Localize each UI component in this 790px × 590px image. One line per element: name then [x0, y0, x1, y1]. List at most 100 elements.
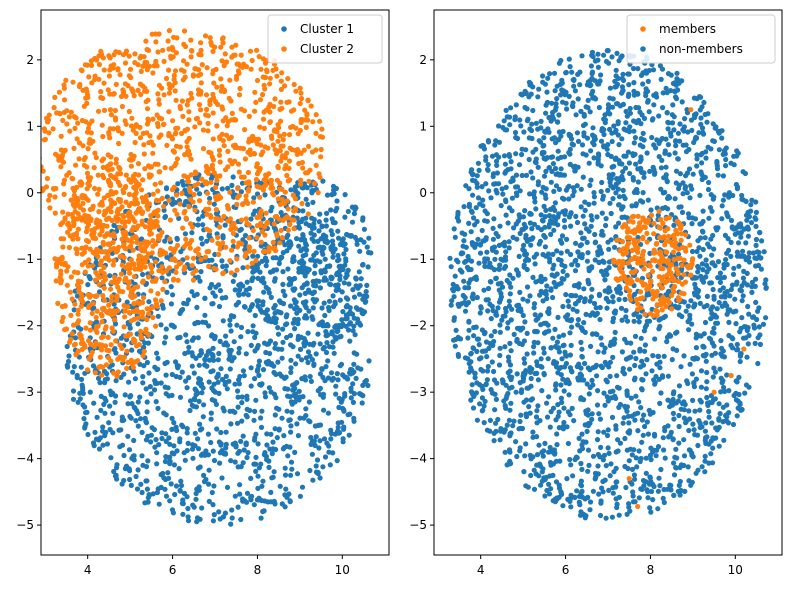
data-point — [144, 486, 150, 492]
data-point — [119, 345, 125, 351]
data-point — [87, 389, 93, 395]
data-point — [702, 453, 708, 459]
data-point — [52, 194, 58, 200]
data-point — [692, 216, 699, 222]
data-point — [351, 294, 358, 300]
data-point — [123, 48, 130, 54]
data-point — [264, 258, 270, 264]
data-point — [166, 198, 172, 204]
data-point — [110, 191, 116, 197]
data-point — [163, 412, 169, 418]
data-point — [317, 244, 323, 250]
data-point — [334, 198, 340, 204]
data-point — [254, 183, 260, 189]
data-point — [602, 402, 608, 408]
data-point — [126, 285, 132, 291]
data-point — [606, 265, 612, 271]
data-point — [263, 177, 269, 183]
data-point — [534, 452, 541, 458]
data-point — [273, 66, 279, 72]
data-point — [80, 387, 86, 393]
data-point — [701, 344, 707, 350]
data-point — [262, 144, 268, 150]
data-point — [240, 283, 246, 289]
data-point — [272, 310, 278, 316]
data-point — [280, 281, 286, 287]
data-point — [297, 127, 303, 134]
data-point — [267, 81, 273, 87]
data-point — [161, 92, 167, 98]
data-point — [284, 321, 290, 327]
data-point — [106, 420, 112, 426]
data-point — [343, 246, 349, 253]
data-point — [115, 308, 121, 314]
data-point — [268, 294, 274, 300]
data-point — [276, 260, 282, 267]
data-point — [685, 464, 691, 470]
data-point — [589, 286, 595, 292]
data-point — [546, 394, 552, 400]
data-point — [351, 361, 357, 367]
data-point — [196, 484, 202, 490]
data-point — [96, 61, 102, 68]
legend-label: Cluster 2 — [300, 42, 354, 56]
data-point — [619, 206, 625, 212]
data-point — [328, 207, 334, 213]
data-point — [141, 363, 147, 369]
data-point — [585, 97, 591, 103]
data-point — [184, 126, 191, 132]
data-point — [614, 384, 621, 390]
data-point — [183, 378, 189, 384]
data-point — [143, 243, 149, 249]
data-point — [126, 108, 132, 115]
data-point — [282, 465, 288, 471]
data-point — [312, 442, 318, 449]
data-point — [666, 332, 673, 338]
data-point — [739, 298, 745, 304]
data-point — [130, 364, 136, 370]
data-point — [266, 464, 272, 470]
data-point — [485, 285, 492, 292]
data-point — [142, 166, 148, 172]
data-point — [718, 389, 724, 395]
data-point — [294, 380, 300, 386]
data-point — [256, 358, 262, 364]
data-point — [74, 246, 80, 253]
data-point — [296, 219, 302, 226]
data-point — [253, 468, 259, 474]
data-point — [476, 342, 482, 348]
data-point — [696, 130, 702, 136]
data-point — [606, 487, 612, 493]
data-point — [298, 177, 304, 183]
data-point — [323, 364, 329, 370]
data-point — [178, 67, 185, 73]
data-point — [113, 81, 119, 87]
data-point — [712, 369, 719, 375]
data-point — [265, 219, 271, 225]
data-point — [244, 279, 250, 285]
data-point — [632, 499, 638, 505]
data-point — [630, 493, 636, 499]
data-point — [287, 444, 293, 450]
data-point — [177, 394, 184, 400]
data-point — [753, 223, 759, 229]
data-point — [541, 142, 547, 149]
data-point — [78, 182, 84, 188]
data-point — [327, 462, 333, 468]
data-point — [563, 314, 569, 320]
data-point — [341, 251, 347, 257]
data-point — [541, 135, 547, 141]
data-point — [657, 359, 663, 365]
data-point — [735, 240, 742, 246]
data-point — [85, 197, 91, 203]
data-point — [120, 357, 126, 363]
y-tick-label: 1 — [26, 119, 34, 133]
data-point — [297, 415, 303, 421]
data-point — [690, 397, 696, 403]
data-point — [100, 334, 106, 340]
data-point — [638, 154, 644, 160]
data-point — [59, 256, 65, 262]
data-point — [221, 213, 227, 220]
data-point — [101, 264, 107, 271]
data-point — [123, 232, 129, 238]
